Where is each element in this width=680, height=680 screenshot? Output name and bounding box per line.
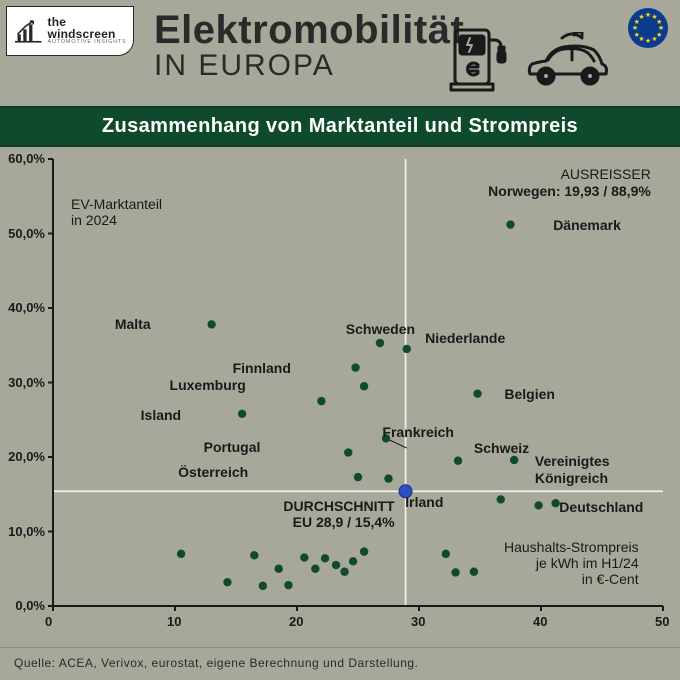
ev-car-icon <box>524 32 610 92</box>
country-label: VereinigtesKönigreich <box>535 453 610 485</box>
y-tick: 30,0% <box>8 375 45 390</box>
logo-line2: AUTOMOTIVE INSIGHTS <box>48 40 133 46</box>
x-tick: 50 <box>655 614 669 629</box>
logo-bars-icon <box>15 17 42 45</box>
header: the windscreen AUTOMOTIVE INSIGHTS Elekt… <box>0 0 680 106</box>
subtitle-bar: Zusammenhang von Marktanteil und Strompr… <box>0 106 680 147</box>
x-tick: 20 <box>289 614 303 629</box>
scatter-chart: 0,0% 10,0% 20,0% 30,0% 40,0% 50,0% 60,0% 0 10 20 3… <box>5 151 675 646</box>
country-label: Finnland <box>233 360 291 376</box>
eu-flag-icon: ★★★★★★★★★★★★ <box>628 8 668 48</box>
country-label: Belgien <box>504 386 555 402</box>
y-tick: 0,0% <box>15 598 45 613</box>
country-label: Island <box>141 407 181 423</box>
y-tick: 50,0% <box>8 226 45 241</box>
country-label: Österreich <box>178 464 248 480</box>
country-label: Irland <box>405 494 443 510</box>
outlier-caption: AUSREISSERNorwegen: 19,93 / 88,9% <box>488 166 651 198</box>
logo-line1: the windscreen <box>48 16 133 40</box>
country-label: Frankreich <box>382 424 454 440</box>
country-label: Luxemburg <box>170 377 246 393</box>
country-label: Schweden <box>346 321 415 337</box>
brand-logo: the windscreen AUTOMOTIVE INSIGHTS <box>6 6 134 56</box>
charger-euro-icon <box>448 18 512 92</box>
x-tick: 10 <box>167 614 181 629</box>
x-tick: 0 <box>45 614 52 629</box>
header-icon-row <box>448 18 610 92</box>
y-tick: 40,0% <box>8 300 45 315</box>
source-footer: Quelle: ACEA, Verivox, eurostat, eigene … <box>0 647 680 680</box>
x-axis-caption: Haushalts-Strompreisje kWh im H1/24in €-… <box>504 539 639 587</box>
y-tick: 10,0% <box>8 524 45 539</box>
y-axis-caption: EV-Marktanteilin 2024 <box>71 196 162 228</box>
x-tick: 40 <box>533 614 547 629</box>
y-tick: 20,0% <box>8 449 45 464</box>
country-label: Malta <box>115 316 151 332</box>
country-label: Dänemark <box>553 217 621 233</box>
average-caption: DURCHSCHNITTEU 28,9 / 15,4% <box>283 498 394 530</box>
country-label: Portugal <box>204 439 261 455</box>
country-label: Niederlande <box>425 330 505 346</box>
country-label: Schweiz <box>474 440 529 456</box>
country-label: Deutschland <box>559 499 643 515</box>
x-tick: 30 <box>411 614 425 629</box>
y-tick: 60,0% <box>8 151 45 166</box>
